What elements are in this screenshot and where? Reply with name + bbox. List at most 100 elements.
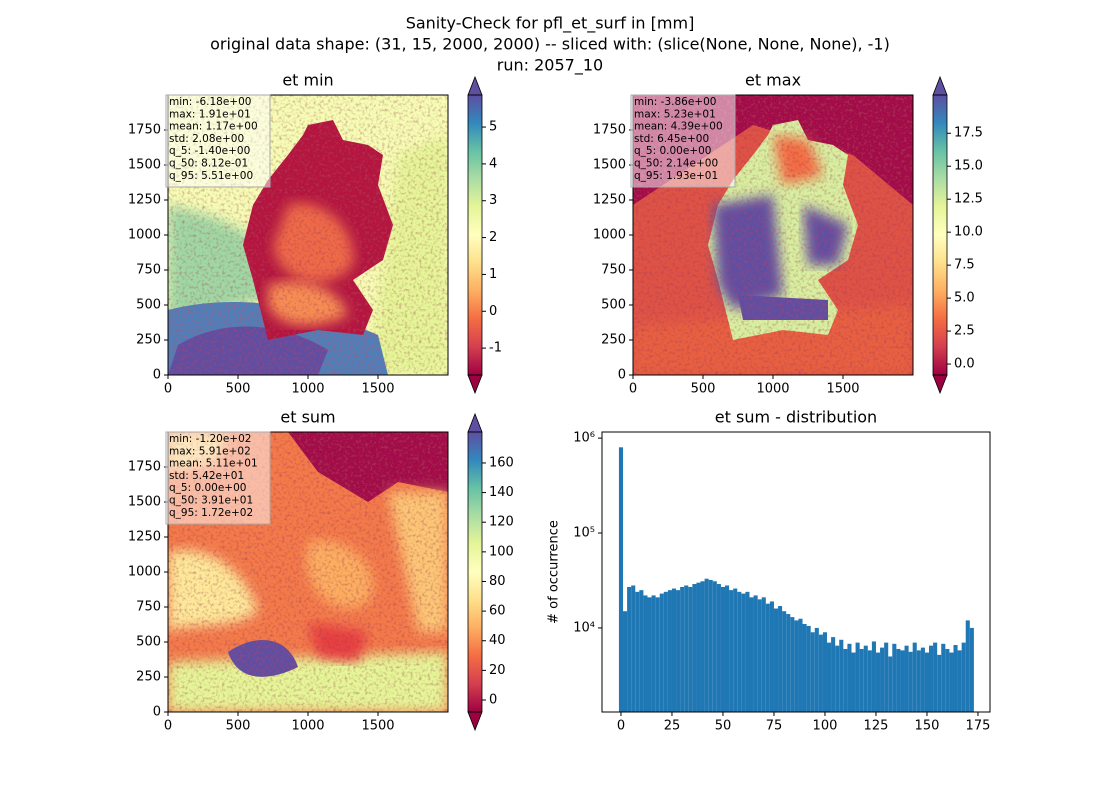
bar [827, 642, 832, 712]
y-tick-label: 10⁴ [573, 620, 595, 635]
x-tick-label: 0 [629, 382, 637, 397]
colorbar-frame [932, 94, 948, 376]
colorbar-tick-label: 4 [489, 156, 497, 171]
y-tick-label: 500 [136, 635, 161, 650]
y-tick-label: 250 [136, 670, 161, 685]
bar [684, 585, 689, 712]
colorbar-tick-label: 17.5 [954, 126, 983, 141]
bar [790, 617, 795, 712]
axes-frame [632, 94, 914, 376]
x-tick-label: 50 [715, 719, 732, 734]
x-tick-label: 500 [226, 719, 251, 734]
bar [696, 582, 701, 712]
x-tick-label: 1000 [291, 382, 324, 397]
bar [839, 639, 844, 712]
bar [643, 595, 648, 712]
y-tick-label: 1000 [128, 565, 161, 580]
heatmap-image [168, 95, 448, 375]
bar [794, 620, 799, 712]
bar [814, 627, 819, 712]
stats-line: q_5: 0.00e+00 [169, 482, 246, 494]
colorbar-tick-label: 2 [489, 230, 497, 245]
bar [912, 642, 917, 712]
bar [892, 643, 897, 712]
colorbar-tick-label: 40 [489, 633, 506, 648]
bar [745, 591, 750, 712]
bar [782, 611, 787, 712]
stats-line: q_50: 8.12e-01 [169, 158, 248, 170]
bar [680, 586, 685, 712]
colorbar-extend [467, 711, 483, 732]
y-tick-label: 10⁶ [573, 431, 595, 446]
bar [704, 578, 709, 712]
colorbar-tick-label: 140 [489, 485, 514, 500]
y-tick-label: 1250 [593, 193, 626, 208]
bar [888, 656, 893, 712]
stats-line: std: 5.42e+01 [169, 470, 244, 482]
stats-box [165, 431, 271, 525]
bar [884, 642, 889, 712]
y-tick-label: 0 [618, 368, 626, 383]
bar [725, 585, 730, 712]
bar [647, 597, 652, 712]
x-tick-label: 125 [864, 719, 889, 734]
bar [639, 590, 644, 712]
bar [786, 614, 791, 712]
bar [737, 591, 742, 712]
bar [810, 632, 815, 712]
bar [847, 643, 852, 712]
stats-line: q_50: 2.14e+00 [634, 158, 718, 170]
bar [741, 593, 746, 712]
bar [900, 650, 905, 712]
colorbar-extend [932, 75, 948, 96]
colorbar-tick-label: 60 [489, 604, 506, 619]
x-tick-label: 500 [691, 382, 716, 397]
colorbar-tick-label: 12.5 [954, 192, 983, 207]
bar [818, 634, 823, 712]
y-tick-label: 250 [136, 333, 161, 348]
colorbar-extend [467, 412, 483, 433]
axes-frame [167, 431, 449, 713]
stats-line: max: 5.91e+02 [169, 445, 251, 457]
colorbar-tick-label: 80 [489, 574, 506, 589]
bar [896, 648, 901, 712]
colorbar-tick-label: 3 [489, 193, 497, 208]
suptitle: run: 2057_10 [497, 56, 603, 76]
bar [729, 590, 734, 712]
bar [631, 585, 636, 712]
stats-line: q_5: -1.40e+00 [169, 145, 250, 157]
y-tick-label: 750 [601, 263, 626, 278]
y-tick-label: 1750 [128, 460, 161, 475]
bar [623, 611, 628, 712]
colorbar-tick-label: 0.0 [954, 357, 975, 372]
x-tick-label: 0 [164, 719, 172, 734]
bar [908, 651, 913, 712]
bar [843, 648, 848, 712]
y-tick-label: 1250 [128, 193, 161, 208]
bar [753, 595, 758, 712]
colorbar-frame [467, 94, 483, 376]
y-tick-label: 500 [136, 298, 161, 313]
x-tick-label: 0 [617, 719, 625, 734]
y-tick-label: 750 [136, 600, 161, 615]
bar [933, 642, 938, 712]
y-tick-label: 500 [601, 298, 626, 313]
y-tick-label: 10⁵ [573, 526, 595, 541]
bar [916, 650, 921, 712]
bar [733, 588, 738, 712]
stats-line: q_95: 1.72e+02 [169, 507, 253, 519]
colorbar-tick-label: 7.5 [954, 258, 975, 273]
bar [875, 652, 881, 712]
bar [627, 586, 632, 712]
bar [676, 590, 681, 712]
stats-line: q_95: 1.93e+01 [634, 170, 718, 182]
bar [937, 654, 942, 712]
colorbar-tick-label: 20 [489, 663, 506, 678]
bar [749, 597, 754, 712]
bar [880, 647, 885, 712]
bar [859, 648, 864, 712]
colorbar-tick-label: 100 [489, 544, 514, 559]
stats-line: q_95: 5.51e+00 [169, 170, 253, 182]
bar [716, 584, 721, 712]
colorbar-extend [467, 374, 483, 395]
